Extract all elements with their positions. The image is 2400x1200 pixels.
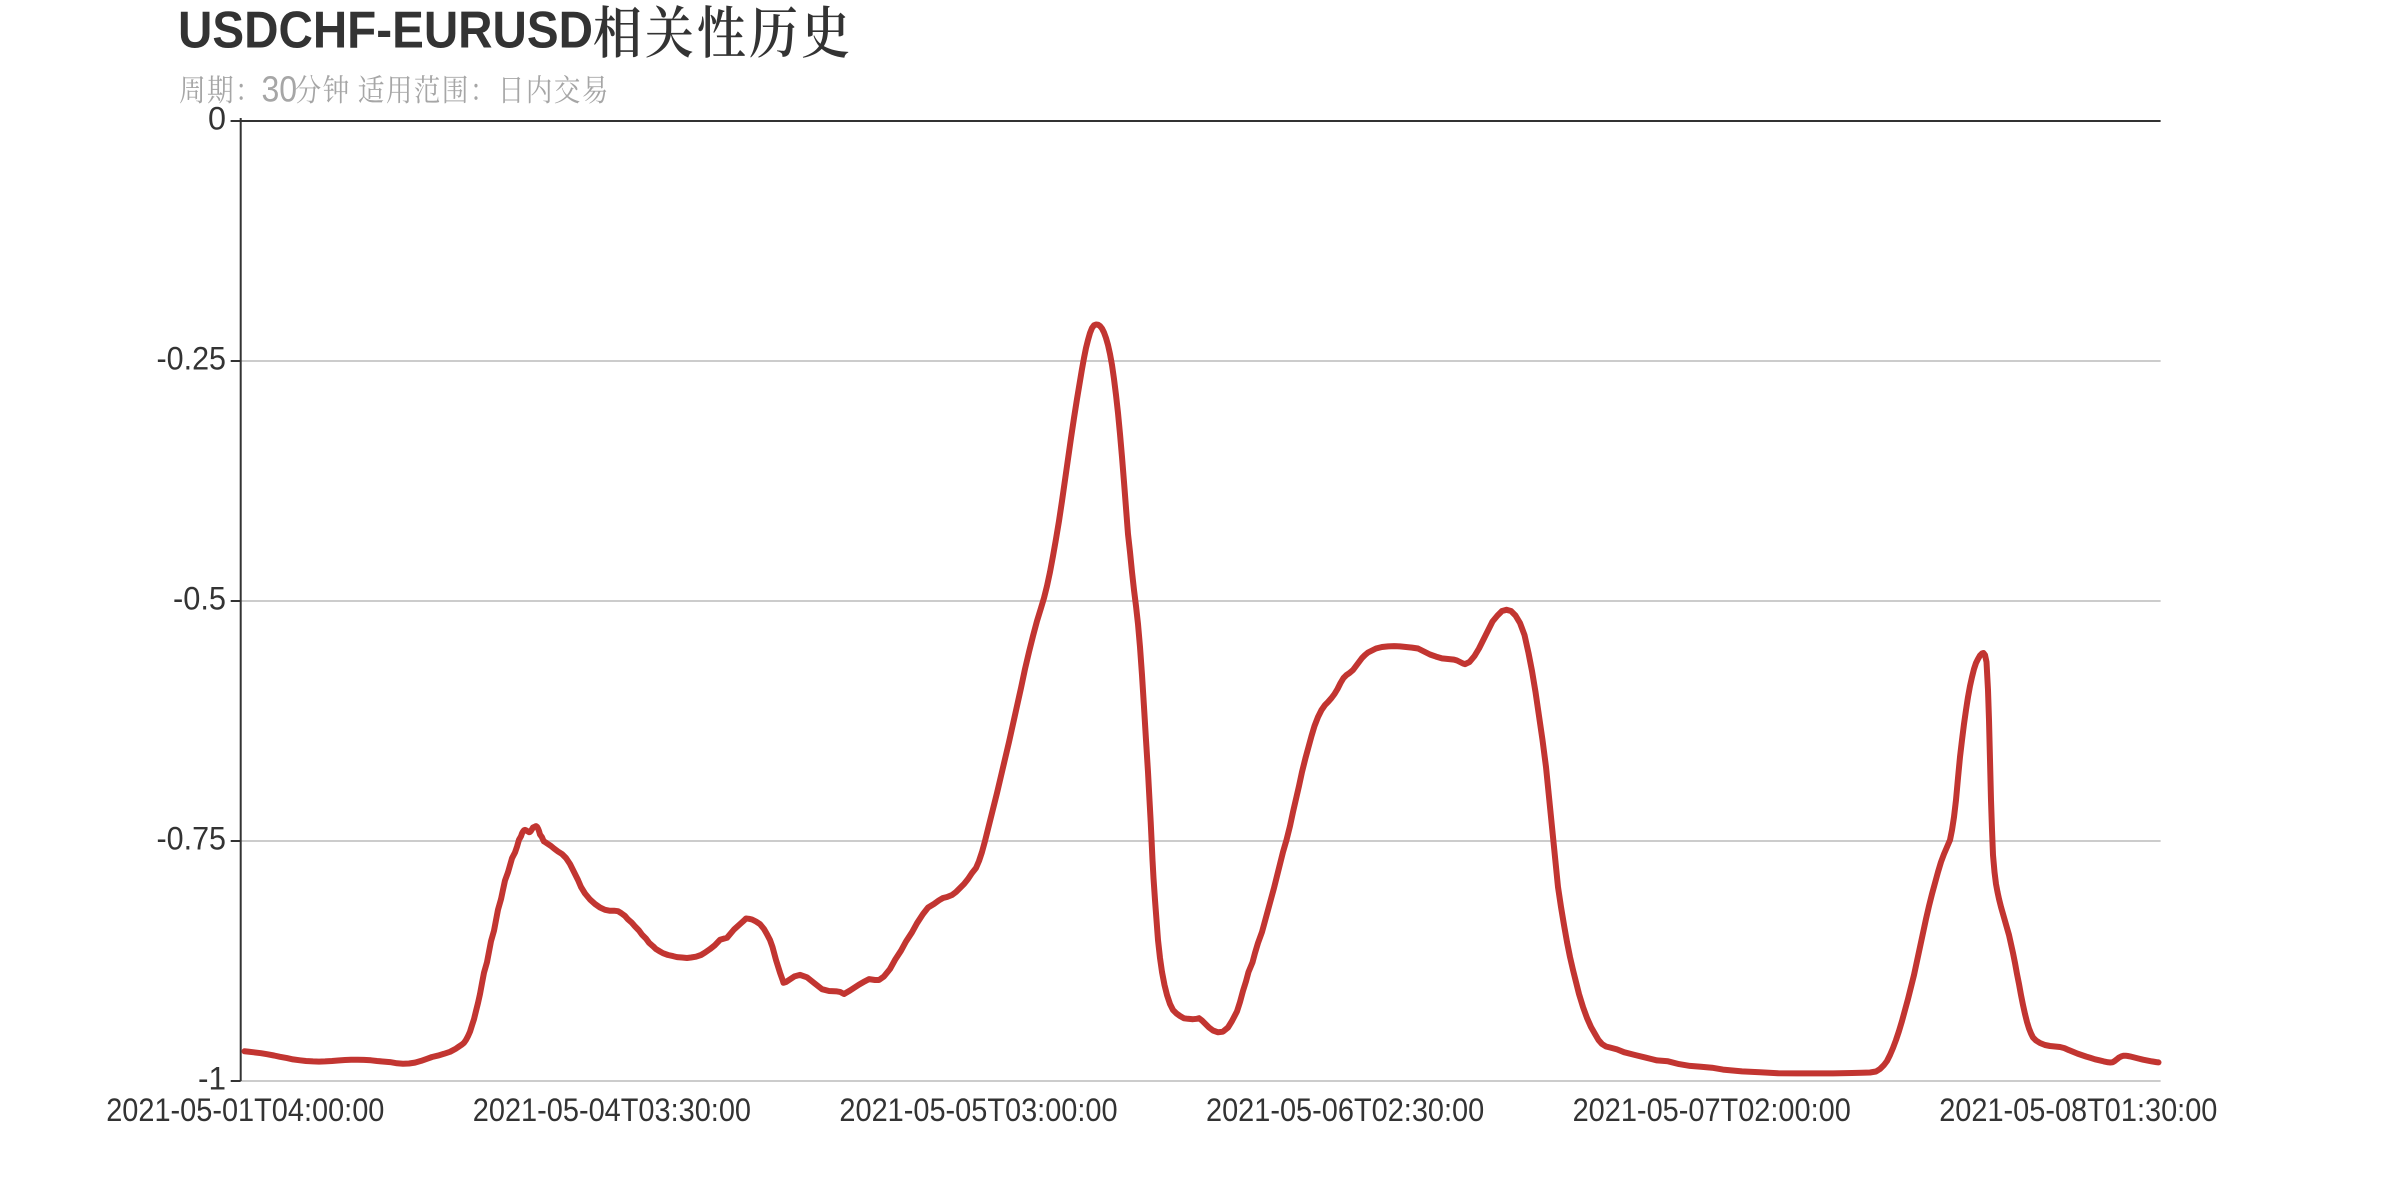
svg-text:2021-05-07T02:00:00: 2021-05-07T02:00:00 <box>1573 1092 1851 1128</box>
svg-text:-0.75: -0.75 <box>157 821 227 857</box>
svg-text:30: 30 <box>262 69 298 110</box>
svg-text:-0.5: -0.5 <box>173 581 226 617</box>
svg-text:2021-05-05T03:00:00: 2021-05-05T03:00:00 <box>839 1092 1117 1128</box>
svg-text:2021-05-01T04:00:00: 2021-05-01T04:00:00 <box>106 1092 384 1128</box>
svg-text:0: 0 <box>208 101 226 137</box>
svg-text:USDCHF-EURUSD: USDCHF-EURUSD <box>178 2 593 60</box>
svg-text:-0.25: -0.25 <box>157 341 227 377</box>
svg-text:2021-05-06T02:30:00: 2021-05-06T02:30:00 <box>1206 1092 1484 1128</box>
svg-text:2021-05-04T03:30:00: 2021-05-04T03:30:00 <box>473 1092 751 1128</box>
svg-text:2021-05-08T01:30:00: 2021-05-08T01:30:00 <box>1939 1092 2217 1128</box>
svg-text:-1: -1 <box>198 1061 226 1097</box>
